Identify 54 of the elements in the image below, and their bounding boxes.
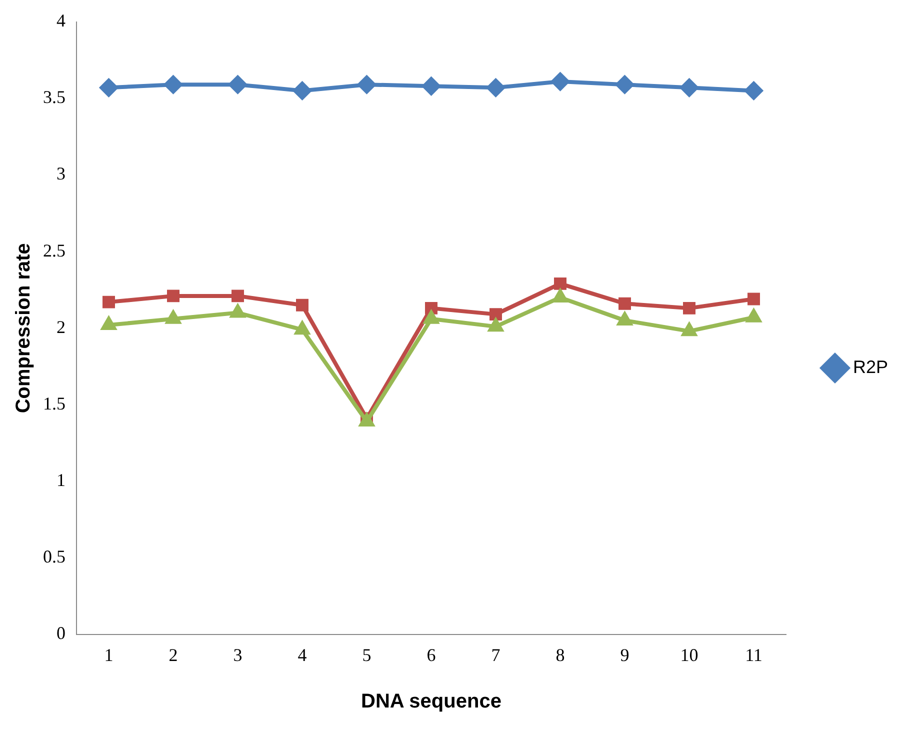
- y-tick-label: 2: [56, 316, 66, 337]
- y-tick-label: 4: [56, 10, 66, 31]
- point: [295, 322, 310, 335]
- point: [551, 72, 570, 91]
- point: [358, 76, 376, 94]
- point: [422, 77, 440, 96]
- x-tick-label: 7: [491, 644, 500, 665]
- point: [554, 277, 566, 290]
- point: [744, 82, 763, 100]
- point: [618, 297, 631, 310]
- point: [616, 76, 634, 94]
- x-tick-label: 2: [168, 644, 178, 665]
- x-tick-label: 5: [362, 644, 372, 665]
- point: [102, 296, 115, 308]
- x-tick-label: 4: [298, 644, 307, 665]
- point: [425, 302, 438, 314]
- y-tick-label: 0: [56, 623, 66, 644]
- point: [553, 289, 568, 302]
- x-tick-label: 10: [680, 644, 698, 665]
- y-tick-label: 1.5: [43, 393, 66, 414]
- point: [164, 76, 182, 94]
- point: [747, 292, 760, 306]
- point: [102, 317, 116, 330]
- point: [488, 318, 503, 332]
- y-tick-label: 2.5: [43, 240, 66, 260]
- point: [424, 310, 438, 324]
- point: [486, 78, 505, 97]
- x-tick-label: 9: [620, 644, 630, 665]
- point: [680, 78, 698, 97]
- x-tick-label: 8: [556, 644, 565, 665]
- point: [682, 323, 696, 336]
- point: [100, 78, 118, 97]
- x-tick-label: 11: [745, 644, 762, 665]
- y-tick-label: 3: [56, 164, 66, 184]
- point: [618, 312, 632, 326]
- y-axis-title: Compression rate: [12, 243, 35, 414]
- point: [228, 76, 247, 94]
- point: [296, 298, 308, 312]
- point: [682, 302, 696, 314]
- point: [230, 304, 245, 318]
- point: [746, 309, 761, 322]
- point: [490, 308, 502, 321]
- point: [293, 82, 312, 100]
- point: [232, 290, 244, 302]
- y-tick-label: 0.5: [43, 546, 66, 567]
- x-axis-title: DNA sequence: [361, 690, 502, 713]
- x-tick-label: 3: [233, 644, 242, 665]
- legend-label: R2P: [852, 356, 888, 377]
- x-tick-label: 1: [104, 644, 114, 665]
- point: [166, 310, 180, 324]
- x-tick-label: 6: [426, 644, 436, 665]
- y-tick-label: 3.5: [43, 87, 66, 108]
- point: [167, 290, 180, 302]
- y-tick-label: 1: [56, 470, 66, 490]
